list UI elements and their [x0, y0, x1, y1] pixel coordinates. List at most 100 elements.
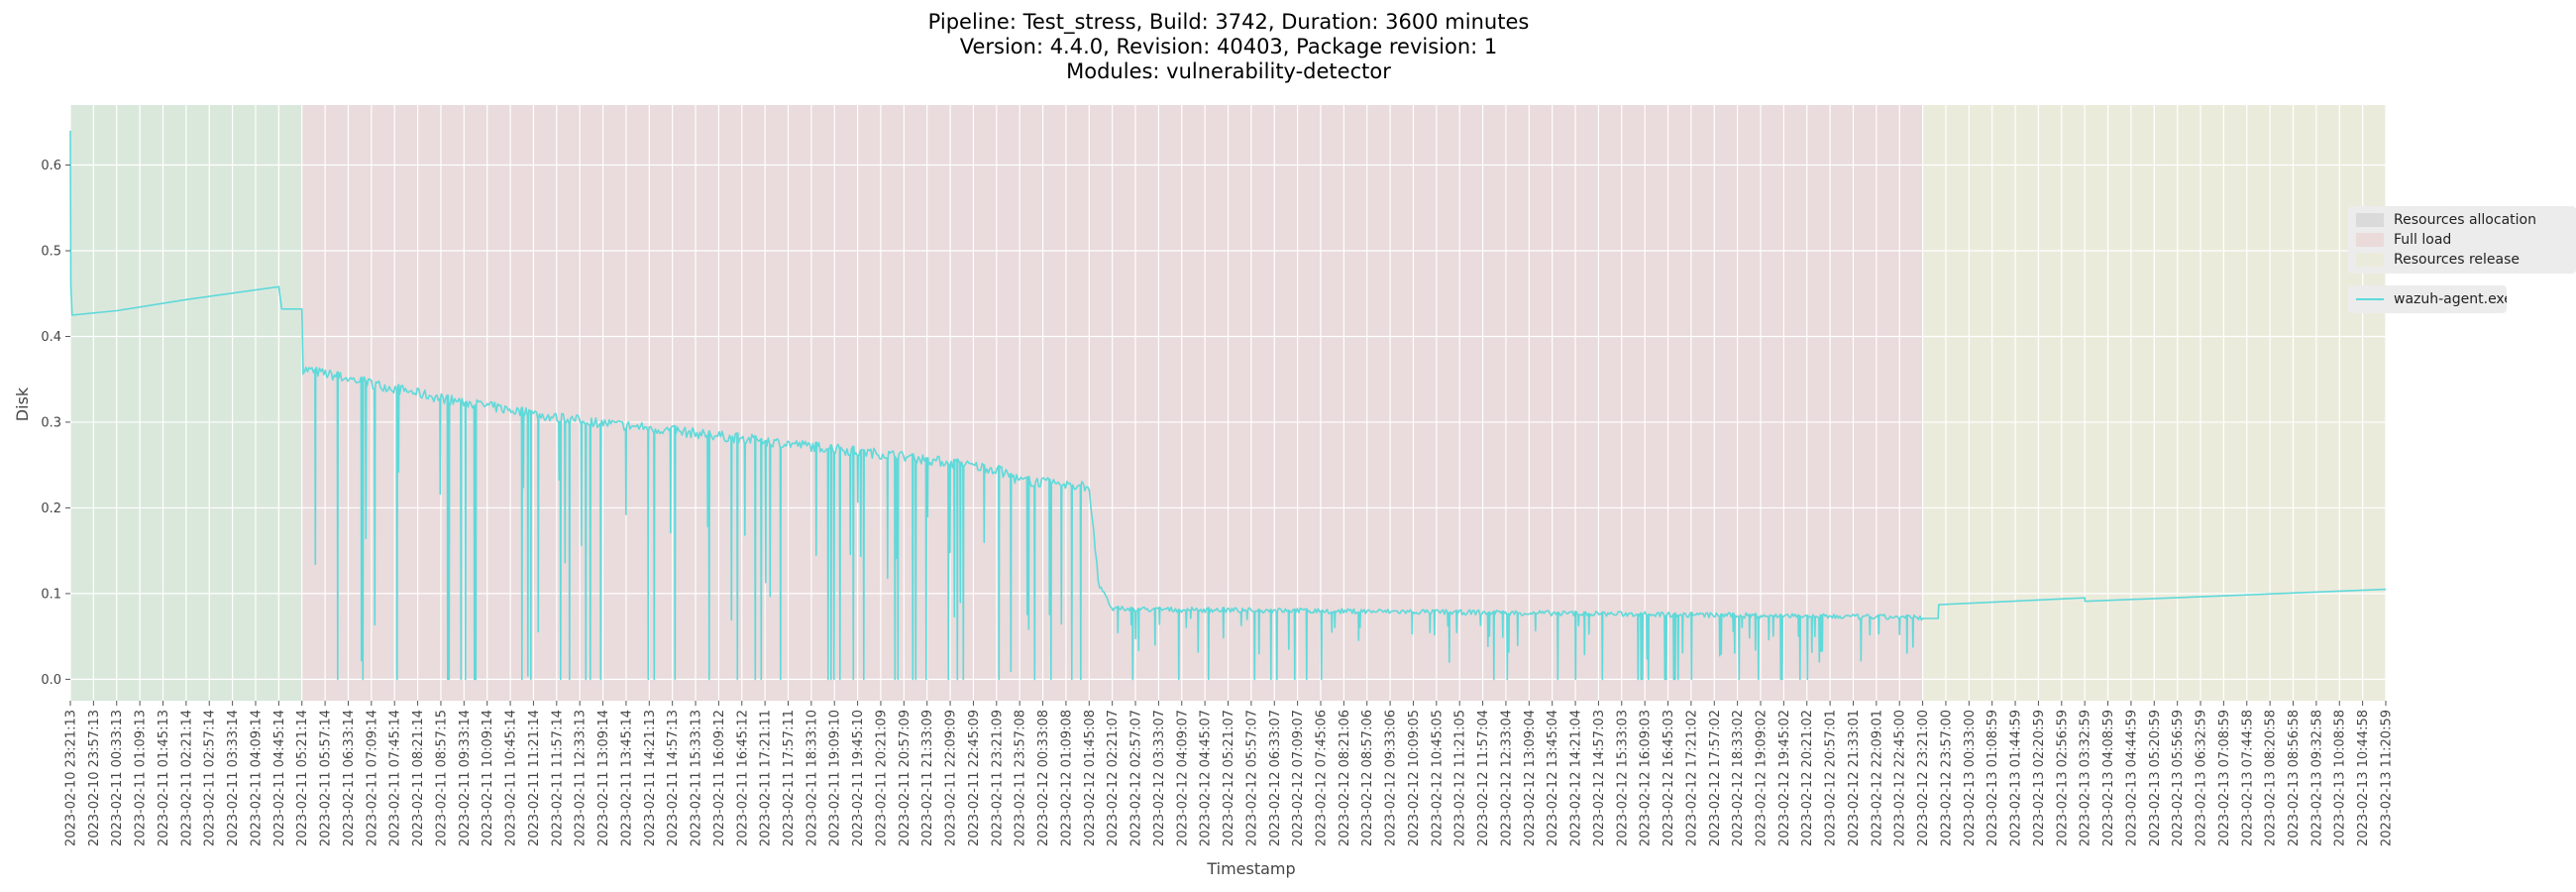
x-tick-label: 2023-02-13 08:20:58: [2264, 710, 2279, 846]
y-tick-label: 0.2: [41, 502, 61, 516]
x-tick-label: 2023-02-12 08:57:06: [1360, 710, 1375, 846]
x-tick-label: 2023-02-12 20:57:01: [1824, 710, 1839, 846]
x-tick-label: 2023-02-11 13:45:14: [619, 710, 634, 846]
x-tick-label: 2023-02-11 16:09:12: [712, 710, 727, 846]
x-tick-label: 2023-02-11 03:33:14: [226, 710, 241, 846]
x-tick-label: 2023-02-11 08:57:15: [434, 710, 449, 846]
x-tick-label: 2023-02-11 20:21:09: [874, 710, 889, 846]
x-tick-label: 2023-02-11 19:09:10: [828, 710, 843, 846]
x-tick-label: 2023-02-13 07:08:59: [2217, 710, 2232, 846]
x-tick-label: 2023-02-13 10:44:58: [2356, 710, 2371, 846]
x-tick-label: 2023-02-13 11:20:59: [2380, 710, 2395, 846]
x-tick-label: 2023-02-11 21:33:09: [920, 710, 935, 846]
x-tick-label: 2023-02-13 05:56:59: [2171, 710, 2186, 846]
x-tick-label: 2023-02-13 10:08:58: [2333, 710, 2348, 846]
series-layer: [69, 130, 2387, 681]
x-tick-label: 2023-02-13 04:44:59: [2124, 710, 2139, 846]
x-tick-label: 2023-02-11 05:57:14: [319, 710, 334, 846]
chart-title: Pipeline: Test_stress, Build: 3742, Dura…: [0, 10, 2457, 84]
x-tick-label: 2023-02-11 23:57:08: [1014, 710, 1028, 846]
y-tick-label: 0.1: [41, 587, 61, 602]
x-tick-label: 2023-02-11 07:45:14: [388, 710, 403, 846]
legend-label-resources-allocation: Resources allocation: [2394, 212, 2536, 228]
x-tick-label: 2023-02-13 01:44:59: [2009, 710, 2024, 846]
x-tick-label: 2023-02-13 03:32:59: [2079, 710, 2093, 846]
x-tick-label: 2023-02-13 06:32:59: [2195, 710, 2209, 846]
x-tick-label: 2023-02-11 20:57:09: [898, 710, 912, 846]
legend-swatch-resources-release: [2356, 253, 2384, 267]
x-tick-label: 2023-02-12 02:21:07: [1106, 710, 1121, 846]
title-line-3: Modules: vulnerability-detector: [1066, 59, 1391, 83]
series-legend: wazuh-agent.exe: [2348, 285, 2507, 313]
legend-item-full-load: Full load: [2348, 230, 2576, 250]
x-tick-label: 2023-02-13 07:44:58: [2240, 710, 2255, 846]
x-tick-label: 2023-02-13 02:20:59: [2032, 710, 2047, 846]
x-tick-label: 2023-02-12 05:21:07: [1222, 710, 1236, 846]
x-tick-label: 2023-02-12 00:33:08: [1036, 710, 1051, 846]
x-tick-label: 2023-02-12 22:09:01: [1870, 710, 1884, 846]
x-tick-label: 2023-02-11 14:21:13: [643, 710, 658, 846]
x-tick-label: 2023-02-11 15:33:13: [690, 710, 704, 846]
y-tick-label: 0.6: [41, 159, 61, 173]
x-tick-label: 2023-02-12 06:33:07: [1268, 710, 1283, 846]
x-tick-label: 2023-02-11 14:57:13: [666, 710, 681, 846]
legend-label-resources-release: Resources release: [2394, 252, 2520, 268]
x-axis-label: Timestamp: [1206, 859, 1295, 878]
x-tick-label: 2023-02-11 13:09:14: [596, 710, 611, 846]
x-tick-label: 2023-02-12 17:21:02: [1684, 710, 1699, 846]
x-tick-label: 2023-02-11 04:09:14: [249, 710, 264, 846]
x-tick-label: 2023-02-12 14:21:04: [1569, 710, 1584, 846]
x-tick-label: 2023-02-10 23:57:13: [87, 710, 102, 846]
x-tick-label: 2023-02-12 14:57:03: [1592, 710, 1607, 846]
x-tick-label: 2023-02-11 02:21:14: [179, 710, 194, 846]
x-tick-label: 2023-02-11 06:33:14: [342, 710, 357, 846]
x-tick-label: 2023-02-13 01:08:59: [1986, 710, 2000, 846]
legend: Resources allocation Full load Resources…: [2348, 206, 2576, 313]
x-tick-label: 2023-02-13 02:56:59: [2055, 710, 2070, 846]
x-tick-label: 2023-02-12 07:09:07: [1291, 710, 1306, 846]
x-tick-label: 2023-02-11 10:45:14: [504, 710, 519, 846]
y-tick-label: 0.0: [41, 673, 61, 688]
x-tick-label: 2023-02-11 22:09:09: [944, 710, 959, 846]
x-tick-label: 2023-02-12 11:21:05: [1453, 710, 1468, 846]
x-tick-label: 2023-02-12 08:21:06: [1338, 710, 1352, 846]
x-tick-label: 2023-02-12 04:09:07: [1175, 710, 1190, 846]
x-tick-label: 2023-02-12 10:09:05: [1407, 710, 1422, 846]
legend-swatch-resources-allocation: [2356, 213, 2384, 227]
legend-line-wazuh-agent: [2356, 298, 2384, 300]
x-tick-label: 2023-02-12 18:33:02: [1731, 710, 1746, 846]
x-tick-label: 2023-02-12 12:33:04: [1499, 710, 1514, 846]
x-tick-label: 2023-02-13 05:20:59: [2148, 710, 2163, 846]
legend-label-full-load: Full load: [2394, 232, 2452, 248]
x-tick-label: 2023-02-12 23:57:00: [1939, 710, 1954, 846]
x-tick-label: 2023-02-13 08:56:58: [2287, 710, 2302, 846]
title-line-1: Pipeline: Test_stress, Build: 3742, Dura…: [927, 10, 1530, 34]
x-tick-label: 2023-02-11 00:33:13: [110, 710, 125, 846]
x-tick-label: 2023-02-12 05:57:07: [1244, 710, 1259, 846]
x-tick-label: 2023-02-11 04:45:14: [272, 710, 287, 846]
legend-label-wazuh-agent: wazuh-agent.exe: [2394, 291, 2507, 307]
x-tick-label: 2023-02-11 09:33:14: [458, 710, 473, 846]
x-tick-label: 2023-02-12 07:45:06: [1314, 710, 1329, 846]
x-tick-label: 2023-02-12 13:45:04: [1546, 710, 1560, 846]
x-tick-label: 2023-02-11 17:21:11: [759, 710, 774, 846]
x-tick-label: 2023-02-11 10:09:14: [481, 710, 495, 846]
x-tick-label: 2023-02-12 09:33:06: [1384, 710, 1399, 846]
x-tick-label: 2023-02-12 10:45:05: [1430, 710, 1445, 846]
grid-lines: [69, 105, 2387, 701]
axes: 2023-02-10 23:21:13 2023-02-10 23:57:13 20…: [41, 159, 2394, 846]
x-tick-label: 2023-02-12 02:57:07: [1129, 710, 1144, 846]
x-tick-label: 2023-02-12 19:09:02: [1755, 710, 1770, 846]
x-tick-label: 2023-02-11 08:21:14: [411, 710, 426, 846]
legend-item-resources-release: Resources release: [2348, 250, 2576, 270]
x-tick-label: 2023-02-12 20:21:02: [1800, 710, 1815, 846]
y-tick-label: 0.5: [41, 245, 61, 260]
x-tick-label: 2023-02-11 02:57:14: [203, 710, 218, 846]
x-tick-label: 2023-02-12 19:45:02: [1777, 710, 1792, 846]
y-tick-label: 0.3: [41, 415, 61, 430]
x-tick-label: 2023-02-13 09:32:58: [2309, 710, 2324, 846]
x-tick-label: 2023-02-11 01:09:13: [134, 710, 149, 846]
legend-swatch-full-load: [2356, 233, 2384, 247]
x-tick-label: 2023-02-13 00:33:00: [1963, 710, 1978, 846]
